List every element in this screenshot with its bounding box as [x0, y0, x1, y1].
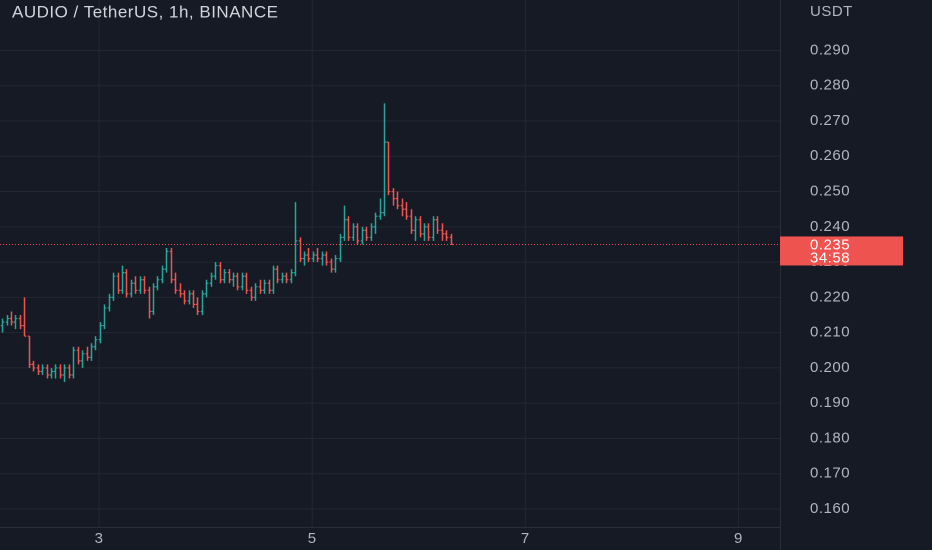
y-tick-label: 0.260: [810, 147, 850, 164]
y-unit: USDT: [810, 3, 853, 20]
x-tick-label: 5: [308, 530, 317, 547]
last-price-label: 0.235: [810, 236, 850, 253]
last-price-tag: [780, 236, 903, 266]
x-tick-label: 7: [521, 530, 530, 547]
y-tick-label: 0.290: [810, 41, 850, 58]
countdown-label: 34:58: [810, 249, 850, 266]
y-tick-label: 0.240: [810, 218, 850, 235]
y-tick-label: 0.280: [810, 77, 850, 94]
y-tick-label: 0.220: [810, 288, 850, 305]
y-tick-label: 0.210: [810, 324, 850, 341]
y-tick-label: 0.270: [810, 112, 850, 129]
candles: [0, 103, 454, 383]
chart-title: AUDIO / TetherUS, 1h, BINANCE: [12, 2, 278, 21]
y-tick-label: 0.250: [810, 183, 850, 200]
x-tick-label: 9: [734, 530, 743, 547]
grid: [0, 0, 780, 527]
y-tick-label: 0.180: [810, 429, 850, 446]
x-tick-label: 3: [95, 530, 104, 547]
y-tick-label: 0.170: [810, 465, 850, 482]
y-tick-label: 0.190: [810, 394, 850, 411]
y-tick-label: 0.200: [810, 359, 850, 376]
y-tick-label: 0.160: [810, 500, 850, 517]
